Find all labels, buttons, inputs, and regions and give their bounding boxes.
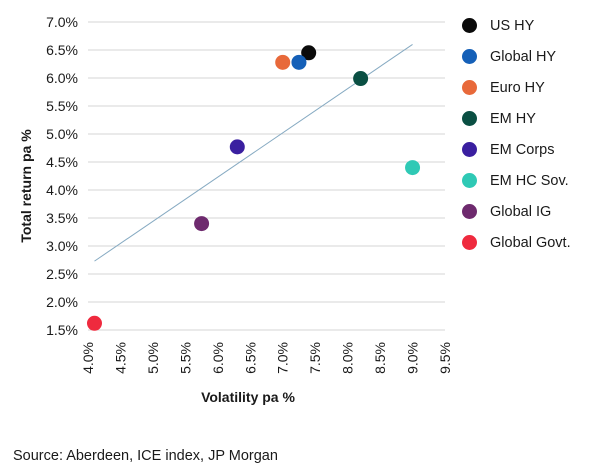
legend-label: US HY [490, 17, 535, 34]
x-tick-label: 8.0% [340, 342, 356, 374]
y-tick-label: 2.0% [46, 294, 78, 310]
legend-swatch [462, 80, 477, 95]
y-axis-ticks: 1.5% 2.0% 2.5% 3.0% 3.5% 4.0% 4.5% 5.0% 5.5% 6.0%… [46, 14, 78, 338]
legend-item: EM HY [462, 103, 571, 134]
data-point [229, 139, 245, 155]
x-tick-label: 6.5% [242, 342, 258, 374]
x-tick-label: 6.0% [210, 342, 226, 374]
x-tick-label: 4.5% [112, 342, 128, 374]
legend-item: Global HY [462, 41, 571, 72]
legend-swatch [462, 204, 477, 219]
y-tick-label: 5.0% [46, 126, 78, 142]
data-point [86, 315, 102, 331]
legend-label: Global IG [490, 203, 552, 220]
legend-label: Global HY [490, 48, 557, 65]
legend: US HY Global HY Euro HY EM HY EM Corps EM HC … [462, 10, 571, 258]
x-tick-label: 9.0% [405, 342, 421, 374]
y-tick-label: 2.5% [46, 266, 78, 282]
data-point [291, 54, 307, 70]
y-tick-label: 1.5% [46, 322, 78, 338]
legend-item: US HY [462, 10, 571, 41]
legend-label: Global Govt. [490, 234, 571, 251]
legend-label: EM HY [490, 110, 536, 127]
y-tick-label: 3.0% [46, 238, 78, 254]
x-tick-label: 4.0% [80, 342, 96, 374]
legend-label: Euro HY [490, 79, 545, 96]
x-tick-label: 5.5% [177, 342, 193, 374]
x-tick-label: 5.0% [145, 342, 161, 374]
x-tick-label: 9.5% [437, 342, 453, 374]
legend-swatch [462, 49, 477, 64]
x-axis-title: Volatility pa % [201, 389, 295, 405]
legend-item: Global IG [462, 196, 571, 227]
data-point [405, 160, 421, 176]
x-tick-label: 7.0% [275, 342, 291, 374]
legend-swatch [462, 18, 477, 33]
legend-swatch [462, 235, 477, 250]
legend-item: Global Govt. [462, 227, 571, 258]
source-note: Source: Aberdeen, ICE index, JP Morgan [13, 448, 278, 464]
x-tick-label: 8.5% [372, 342, 388, 374]
legend-label: EM Corps [490, 141, 555, 158]
legend-swatch [462, 111, 477, 126]
y-axis-title: Total return pa % [18, 129, 34, 243]
legend-item: EM Corps [462, 134, 571, 165]
legend-swatch [462, 142, 477, 157]
scatter-chart: 1.5% 2.0% 2.5% 3.0% 3.5% 4.0% 4.5% 5.0% 5.5% 6.0%… [18, 14, 453, 405]
x-axis-ticks: 4.0% 4.5% 5.0% 5.5% 6.0% 6.5% 7.0% 7.5% 8.0% 8.5%… [80, 342, 453, 374]
gridlines [88, 21, 445, 331]
y-tick-label: 3.5% [46, 210, 78, 226]
legend-swatch [462, 173, 477, 188]
data-points [86, 45, 421, 331]
legend-item: EM HC Sov. [462, 165, 571, 196]
y-tick-label: 4.5% [46, 154, 78, 170]
data-point [275, 54, 291, 70]
y-tick-label: 5.5% [46, 98, 78, 114]
data-point [301, 45, 317, 61]
y-tick-label: 7.0% [46, 14, 78, 30]
data-point [194, 216, 210, 232]
legend-label: EM HC Sov. [490, 172, 569, 189]
y-tick-label: 4.0% [46, 182, 78, 198]
data-point [353, 71, 369, 87]
y-tick-label: 6.0% [46, 70, 78, 86]
legend-item: Euro HY [462, 72, 571, 103]
x-tick-label: 7.5% [307, 342, 323, 374]
y-tick-label: 6.5% [46, 42, 78, 58]
